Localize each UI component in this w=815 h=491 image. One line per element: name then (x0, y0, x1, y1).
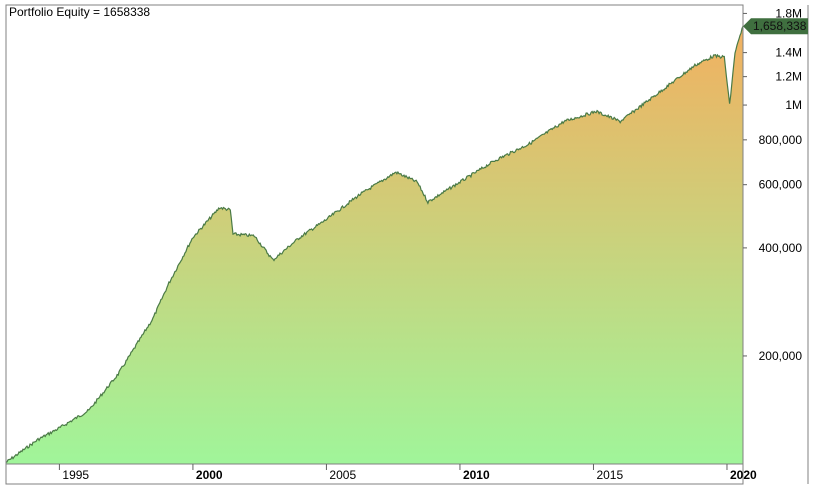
y-tick-label: 1.4M (775, 46, 802, 60)
x-tick-label: 2005 (329, 468, 356, 482)
last-value-badge (743, 18, 808, 35)
equity-line (5, 25, 744, 463)
y-tick-label: 1M (785, 98, 802, 112)
y-tick-label: 1.8M (775, 6, 802, 20)
x-tick-label: 2015 (596, 468, 623, 482)
y-tick-label: 600,000 (759, 178, 803, 192)
x-tick-label: 2020 (730, 468, 757, 482)
last-value-label: 1,658,338 (753, 19, 807, 33)
y-tick-label: 1.2M (775, 70, 802, 84)
y-tick-label: 400,000 (759, 241, 803, 255)
x-tick-label: 2010 (463, 468, 490, 482)
y-tick-label: 200,000 (759, 349, 803, 363)
chart-title: Portfolio Equity = 1658338 (9, 5, 151, 19)
y-tick-label: 800,000 (759, 133, 803, 147)
x-tick-label: 1995 (62, 468, 89, 482)
equity-area (6, 26, 743, 464)
x-tick-label: 2000 (196, 468, 223, 482)
